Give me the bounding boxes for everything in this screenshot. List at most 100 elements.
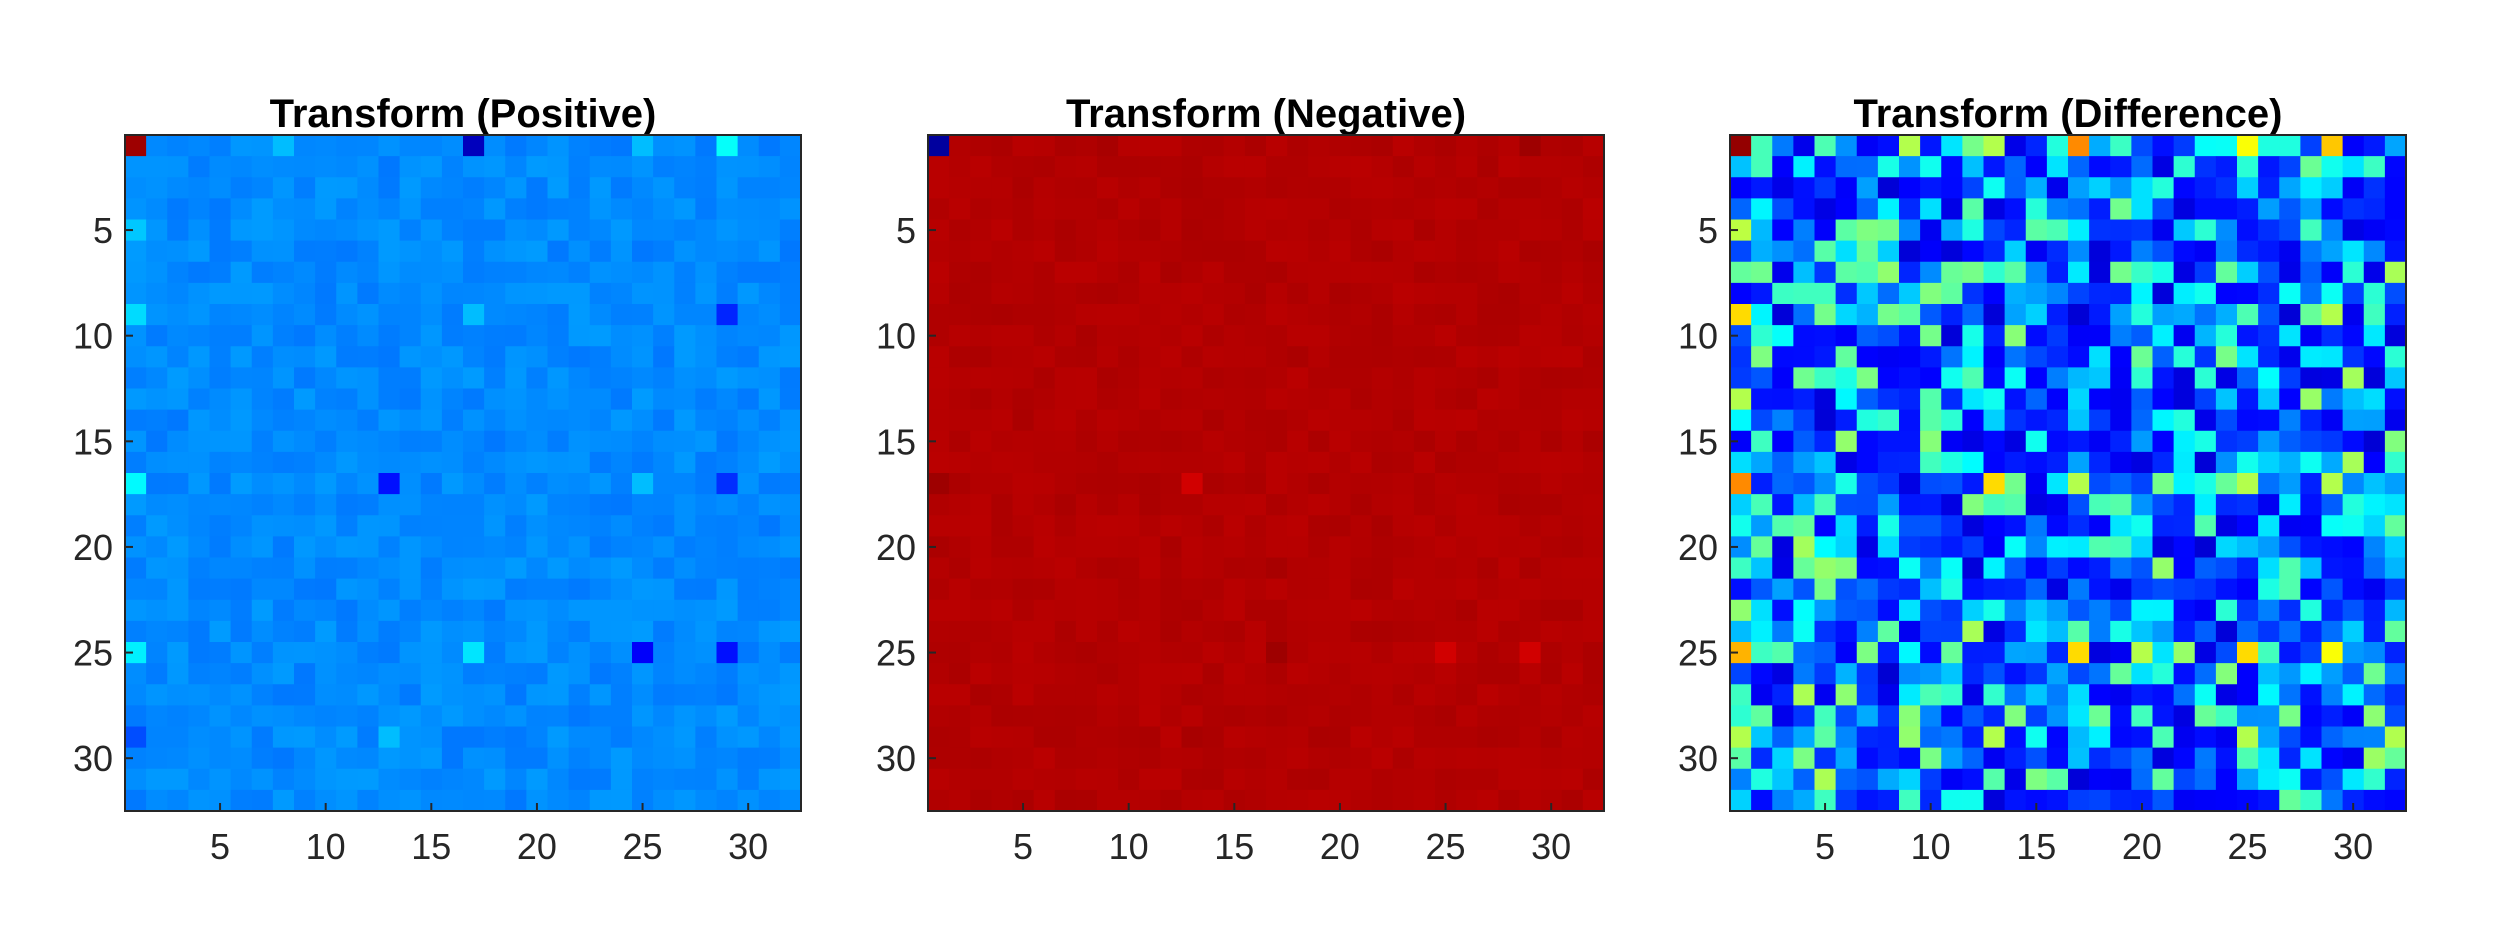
heatmap-cell — [2152, 620, 2175, 643]
heatmap-cell — [568, 789, 591, 812]
heatmap-cell — [294, 325, 316, 347]
heatmap-cell — [2025, 388, 2048, 411]
heatmap-cell — [315, 663, 337, 685]
heatmap-cell — [146, 261, 168, 284]
heatmap-cell — [1392, 620, 1415, 643]
heatmap-cell — [1477, 473, 1499, 495]
heatmap-cell — [1244, 705, 1267, 727]
heatmap-cell — [526, 304, 548, 326]
heatmap-cell — [1435, 304, 1457, 326]
heatmap-cell — [716, 240, 739, 263]
heatmap-cell — [1856, 409, 1879, 432]
heatmap-cell — [230, 578, 253, 601]
heatmap-cell — [1392, 325, 1415, 347]
heatmap-cell — [188, 789, 210, 812]
heatmap-cell — [1772, 346, 1794, 368]
heatmap-cell — [2300, 240, 2322, 263]
heatmap-cell — [716, 325, 739, 347]
heatmap-cell — [2279, 536, 2301, 558]
heatmap-cell — [653, 156, 675, 178]
heatmap-cell — [2342, 325, 2365, 347]
heatmap-cell — [2110, 536, 2132, 558]
heatmap-cell — [1519, 663, 1542, 685]
heatmap-cell — [2089, 219, 2111, 242]
heatmap-cell — [970, 135, 992, 157]
heatmap-cell — [1540, 684, 1563, 706]
heatmap-cell — [2152, 684, 2175, 706]
heatmap-cell — [378, 726, 401, 749]
heatmap-cell — [949, 536, 971, 558]
heatmap-cell — [1730, 304, 1752, 326]
heatmap-cell — [991, 726, 1013, 749]
heatmap-cell — [251, 325, 274, 347]
heatmap-cell — [1350, 789, 1373, 812]
heatmap-cell — [2384, 388, 2407, 411]
heatmap-cell — [695, 578, 717, 601]
heatmap-cell — [949, 346, 971, 368]
heatmap-cell — [2173, 620, 2196, 643]
heatmap-cell — [1202, 663, 1225, 685]
heatmap-cell — [441, 620, 464, 643]
heatmap-cell — [526, 747, 548, 770]
heatmap-cell — [1540, 346, 1563, 368]
heatmap-cell — [1519, 198, 1542, 220]
heatmap-cell — [695, 135, 717, 157]
heatmap-cell — [674, 515, 696, 537]
heatmap-cell — [1392, 642, 1415, 664]
heatmap-cell — [1266, 198, 1288, 220]
heatmap-cell — [441, 430, 464, 453]
heatmap-cell — [526, 451, 548, 474]
heatmap-cell — [2046, 473, 2069, 495]
heatmap-cell — [1856, 325, 1879, 347]
heatmap-cell — [991, 684, 1013, 706]
heatmap-cell — [1033, 219, 1056, 242]
heatmap-cell — [1941, 620, 1963, 643]
heatmap-cell — [779, 240, 802, 263]
heatmap-cell — [674, 325, 696, 347]
heatmap-cell — [1561, 240, 1584, 263]
heatmap-cell — [2068, 198, 2090, 220]
heatmap-cell — [1540, 599, 1563, 622]
heatmap-cell — [2258, 282, 2280, 305]
heatmap-cell — [484, 536, 506, 558]
heatmap-cell — [1730, 663, 1752, 685]
heatmap-cell — [2321, 663, 2344, 685]
heatmap-cell — [315, 578, 337, 601]
heatmap-cell — [1033, 557, 1056, 580]
heatmap-cell — [1456, 198, 1478, 220]
heatmap-cell — [2152, 282, 2175, 305]
heatmap-cell — [1244, 198, 1267, 220]
heatmap-cell — [2384, 515, 2407, 537]
heatmap-cell — [928, 409, 950, 432]
heatmap-cell — [1054, 705, 1077, 727]
heatmap-cell — [1223, 261, 1246, 284]
heatmap-cell — [188, 304, 210, 326]
heatmap-cell — [378, 198, 401, 220]
heatmap-cell — [2089, 789, 2111, 812]
heatmap-cell — [420, 325, 443, 347]
heatmap-cell — [1962, 219, 1984, 242]
x-tick-label: 5 — [210, 826, 230, 867]
heatmap-cell — [315, 240, 337, 263]
heatmap-cell — [1287, 620, 1309, 643]
heatmap-cell — [399, 198, 422, 220]
heatmap-cell — [1350, 135, 1373, 157]
heatmap-cell — [272, 219, 295, 242]
heatmap-cell — [991, 451, 1013, 474]
heatmap-cell — [505, 705, 527, 727]
heatmap-cell — [1899, 705, 1921, 727]
heatmap-cell — [1181, 642, 1204, 664]
heatmap-cell — [2194, 177, 2217, 199]
heatmap-cell — [632, 240, 654, 263]
heatmap-cell — [1561, 494, 1584, 516]
heatmap-cell — [1835, 430, 1858, 453]
heatmap-cell — [1899, 789, 1921, 812]
heatmap-cell — [441, 409, 464, 432]
heatmap-cell — [695, 240, 717, 263]
heatmap-cell — [1012, 620, 1035, 643]
heatmap-cell — [1920, 642, 1942, 664]
heatmap-cell — [2237, 261, 2259, 284]
heatmap-cell — [1308, 494, 1330, 516]
heatmap-cell — [315, 135, 337, 157]
heatmap-cell — [1413, 261, 1436, 284]
